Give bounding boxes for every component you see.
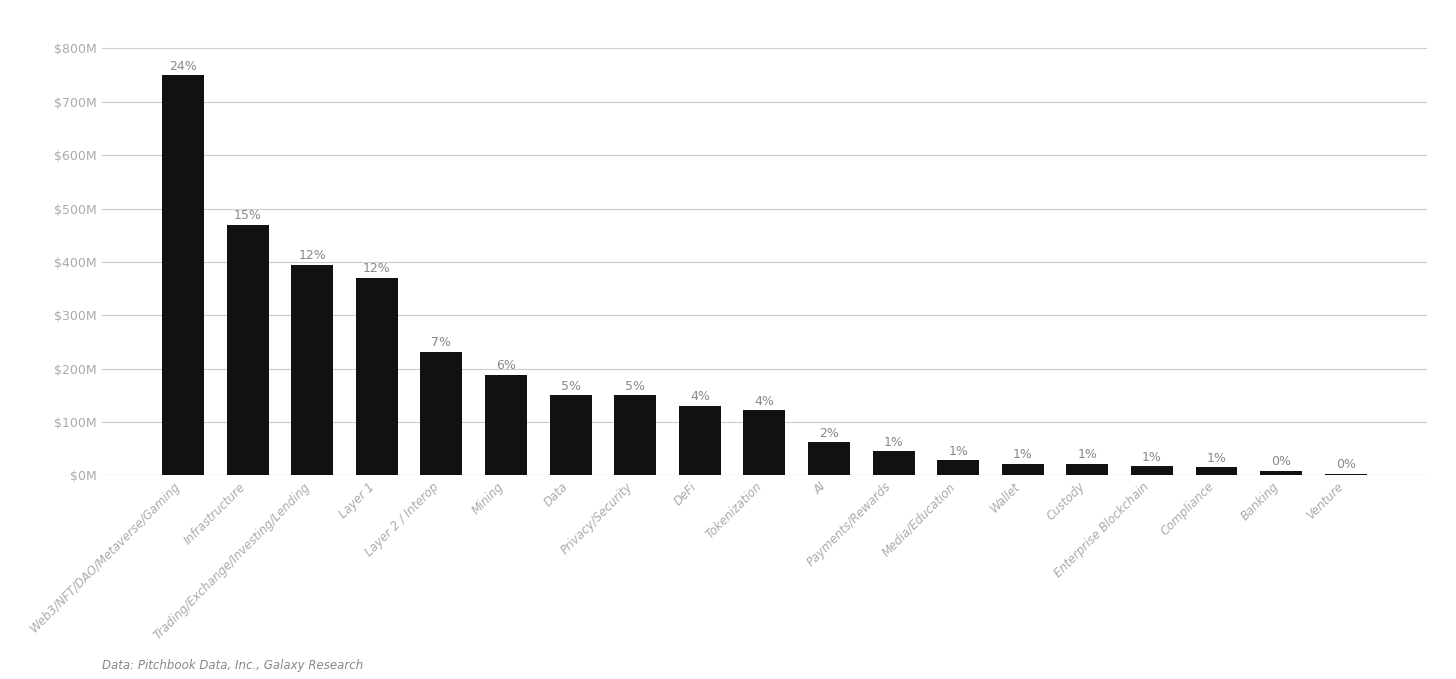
Text: 4%: 4%	[754, 394, 775, 407]
Bar	[744, 410, 785, 475]
Text: 15%: 15%	[234, 209, 262, 222]
Text: 0%: 0%	[1271, 456, 1291, 469]
Text: 4%: 4%	[690, 390, 709, 403]
Text: 1%: 1%	[948, 445, 968, 458]
Text: 0%: 0%	[1335, 458, 1356, 471]
Bar	[1325, 474, 1367, 475]
Bar	[162, 75, 204, 475]
Text: 12%: 12%	[363, 262, 390, 275]
Text: 2%: 2%	[820, 426, 839, 439]
Bar	[421, 352, 463, 475]
Text: 1%: 1%	[1013, 448, 1032, 461]
Bar	[550, 395, 591, 475]
Text: 24%: 24%	[169, 60, 197, 73]
Text: 1%: 1%	[884, 436, 904, 449]
Bar	[938, 460, 978, 475]
Bar	[1066, 464, 1108, 475]
Bar	[291, 265, 333, 475]
Bar	[808, 442, 850, 475]
Bar	[1259, 471, 1302, 475]
Bar	[227, 225, 269, 475]
Bar	[872, 452, 914, 475]
Text: 6%: 6%	[496, 359, 515, 372]
Text: 12%: 12%	[298, 249, 326, 262]
Bar	[485, 375, 527, 475]
Bar	[614, 395, 657, 475]
Text: Data: Pitchbook Data, Inc., Galaxy Research: Data: Pitchbook Data, Inc., Galaxy Resea…	[102, 659, 363, 672]
Text: 1%: 1%	[1142, 451, 1162, 464]
Text: 1%: 1%	[1207, 452, 1226, 464]
Bar	[1131, 466, 1174, 475]
Text: 5%: 5%	[625, 380, 645, 392]
Text: 7%: 7%	[431, 336, 451, 349]
Bar	[678, 406, 721, 475]
Bar	[355, 278, 397, 475]
Text: 1%: 1%	[1077, 448, 1098, 461]
Text: 5%: 5%	[561, 380, 581, 392]
Bar	[1195, 467, 1238, 475]
Bar	[1002, 464, 1044, 475]
